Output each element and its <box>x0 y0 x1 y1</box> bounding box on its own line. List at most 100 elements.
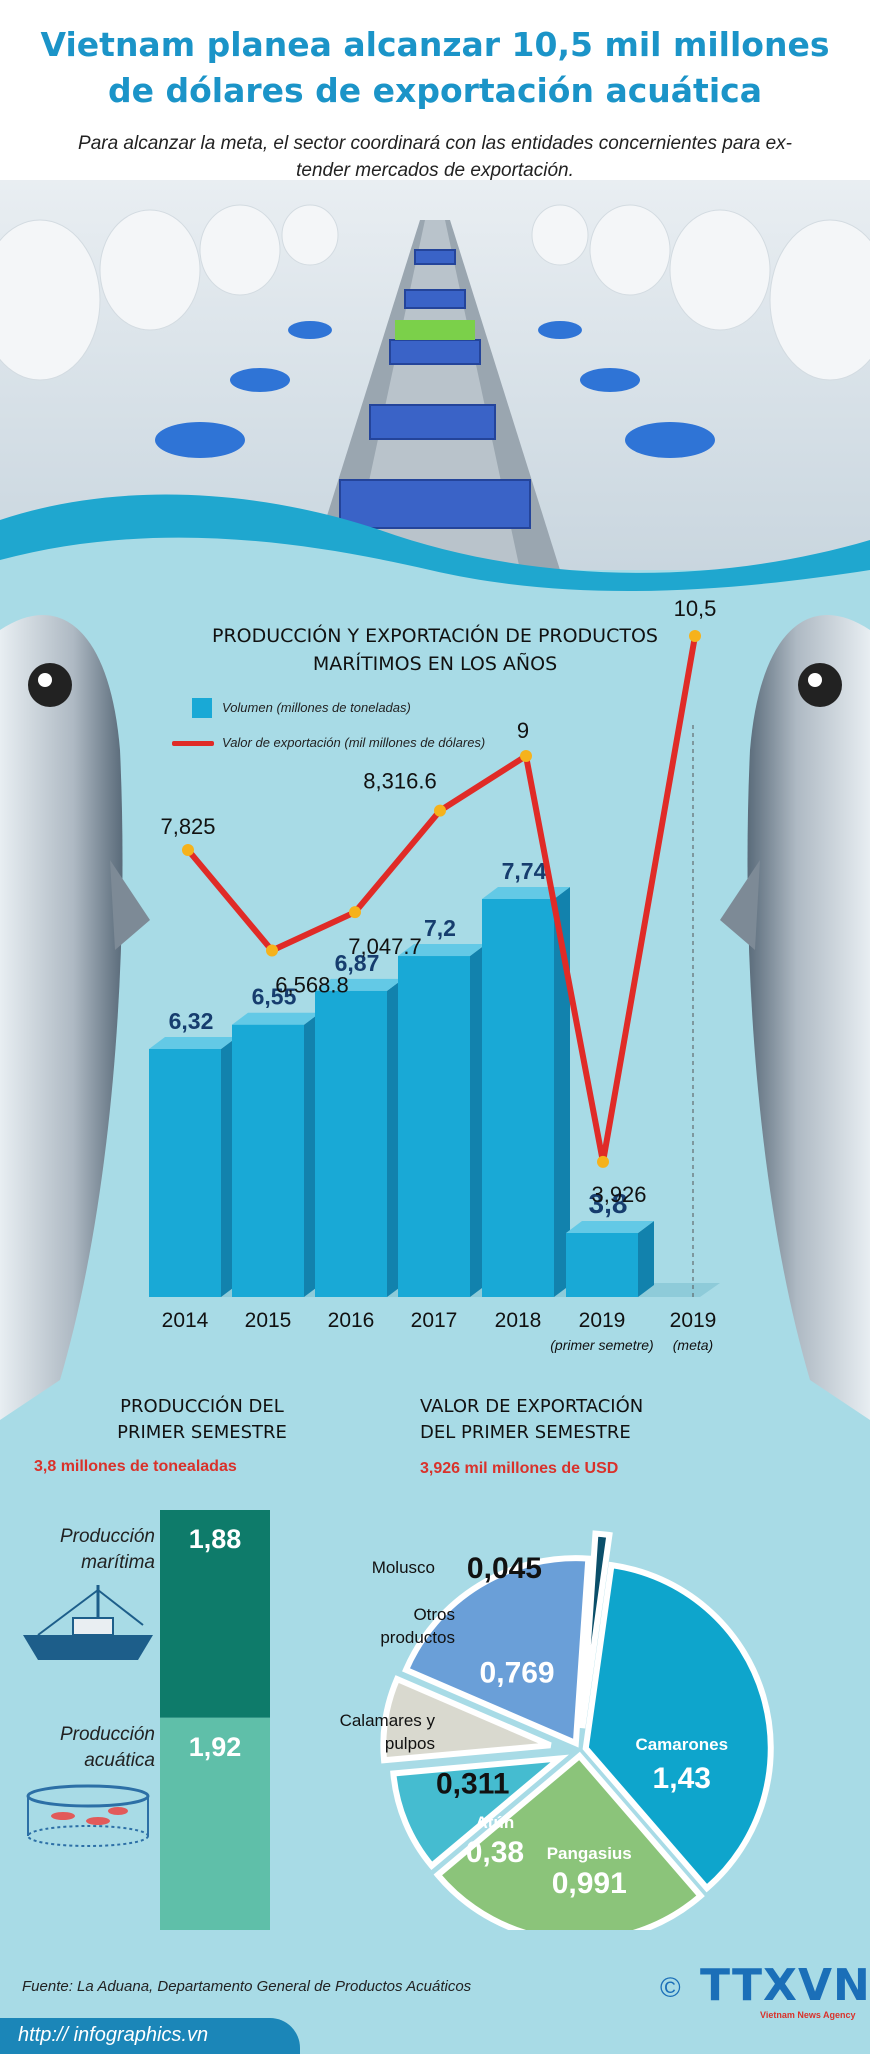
export-value-label: 3,926 <box>591 1182 646 1207</box>
bar-2018 <box>482 899 554 1297</box>
pie-category-pangasius: Pangasius <box>547 1844 632 1863</box>
bar-2019 <box>566 1233 638 1297</box>
pie-category-calamares-1: Calamares y <box>340 1711 436 1730</box>
bar-top <box>149 1037 237 1049</box>
copyright-icon: © <box>660 1972 681 2003</box>
title-line-1: Vietnam planea alcanzar 10,5 mil millone… <box>40 25 830 64</box>
stack-value-label: 1,92 <box>189 1732 242 1762</box>
pie-category-camarones: Camarones <box>635 1735 728 1754</box>
header-panel <box>0 0 870 180</box>
bar-value-label: 6,55 <box>252 984 297 1010</box>
x-tick-label: 2018 <box>495 1309 542 1332</box>
pie-slice-3 <box>380 1675 552 1764</box>
pie-slice-0 <box>582 1561 774 1893</box>
production-label-maritime-line-2: marítima <box>81 1552 155 1573</box>
bar-value-label: 7,2 <box>424 915 456 941</box>
export-value-point <box>520 750 532 762</box>
export-value-label: 10,5 <box>674 596 717 621</box>
main-chart-title-line-2: MARÍTIMOS EN LOS AÑOS <box>312 653 558 675</box>
pie-category-otros-2: productos <box>380 1628 455 1647</box>
production-total: 3,8 millones de tonealadas <box>34 1458 237 1475</box>
production-label-maritime: Producción marítima <box>20 1524 155 1576</box>
production-title-line-2: PRIMER SEMESTRE <box>117 1422 287 1443</box>
footer-bar <box>0 2018 300 2054</box>
pie-category-calamares-2: pulpos <box>385 1734 435 1753</box>
export-value-point <box>689 630 701 642</box>
wave-divider <box>0 494 870 610</box>
bar-2017 <box>398 956 470 1297</box>
export-value-label: 7,825 <box>160 814 215 839</box>
pie-slice-5 <box>579 1530 613 1729</box>
page-subtitle: Para alcanzar la meta, el sector coordin… <box>30 130 840 184</box>
export-value-label: 9 <box>517 718 529 743</box>
x-tick-label: 2016 <box>328 1309 375 1332</box>
stack-value-label: 1,88 <box>189 1524 242 1554</box>
bar-2016 <box>315 990 387 1297</box>
export-value-label: 8,316.6 <box>363 769 436 794</box>
bar-top <box>566 1221 654 1233</box>
title-line-2: de dólares de exportación acuática <box>108 71 762 110</box>
bar-top <box>232 1012 320 1025</box>
export-value-point <box>266 944 278 957</box>
ttxvn-logo: TTXVN <box>700 1960 870 2011</box>
production-label-maritime-line-1: Producción <box>59 1526 155 1547</box>
bar-value-label: 3,8 <box>589 1188 628 1219</box>
bar-top <box>398 944 486 957</box>
fish-right-illustration <box>720 615 870 1420</box>
pie-slice-4 <box>402 1555 592 1748</box>
stack-segment-0 <box>160 1510 270 1718</box>
production-label-aquaculture-line-2: acuática <box>84 1750 155 1771</box>
export-value-point <box>349 906 361 919</box>
main-chart-title: PRODUCCIÓN Y EXPORTACIÓN DE PRODUCTOS MA… <box>150 622 720 678</box>
stack-segment-1 <box>160 1717 270 1930</box>
bar-2015 <box>232 1024 304 1297</box>
legend-bar-swatch <box>192 698 212 718</box>
x-tick-label: 2019 <box>579 1309 626 1332</box>
bar-side <box>638 1221 654 1297</box>
export-value-point <box>182 844 194 856</box>
bar-top <box>482 887 570 899</box>
x-tick-note: (meta) <box>673 1337 713 1353</box>
footer-url-link[interactable]: http:// infographics.vn <box>18 2024 209 2046</box>
pie-category-otros-1: Otros <box>413 1605 455 1624</box>
pie-slice-1 <box>433 1751 705 1930</box>
export-value-label: 6,568.8 <box>275 972 348 997</box>
x-tick-label: 2019 <box>670 1309 717 1332</box>
bar-2014 <box>149 1049 221 1297</box>
export-title-line-2: DEL PRIMER SEMESTRE <box>420 1422 631 1443</box>
export-total: 3,926 mil millones de USD <box>420 1460 619 1477</box>
bar-value-label: 6,87 <box>335 950 380 976</box>
legend-bar-label: Volumen (millones de toneladas) <box>222 700 411 715</box>
export-title: VALOR DE EXPORTACIÓN DEL PRIMER SEMESTRE <box>420 1394 643 1446</box>
production-title: PRODUCCIÓN DEL PRIMER SEMESTRE <box>92 1394 312 1446</box>
export-pie-chart: 1,43 0,991 0,38 0,311 0,769 Camarones Pangasiu… <box>340 1530 774 1930</box>
x-tick-note: (primer semetre) <box>550 1337 653 1353</box>
page-title: Vietnam planea alcanzar 10,5 mil millone… <box>0 22 870 114</box>
production-stacked-bar: 1,88 1,92 <box>160 1510 270 1930</box>
export-value-label: 7,047.7 <box>348 934 421 959</box>
pie-value-label: 1,43 <box>653 1762 711 1795</box>
export-value-point <box>434 804 446 817</box>
pie-category-atun: Atún <box>476 1813 515 1832</box>
fish-cage-icon <box>26 1784 150 1847</box>
fish-left-illustration <box>0 615 150 1420</box>
subtitle-line-2: tender mercados de exportación. <box>296 160 574 181</box>
x-tick-label: 2014 <box>162 1309 209 1332</box>
production-label-aquaculture-line-1: Producción <box>59 1724 155 1745</box>
bar-side <box>554 887 570 1297</box>
x-tick-label: 2015 <box>245 1309 292 1332</box>
legend-line-label: Valor de exportación (mil millones de dó… <box>222 735 486 750</box>
fishing-boat-icon <box>23 1585 153 1660</box>
source-note: Fuente: La Aduana, Departamento General … <box>22 1978 472 1995</box>
pie-category-molusco: Molusco <box>372 1558 435 1577</box>
pie-slice-2 <box>390 1754 569 1871</box>
pie-value-label: 0,991 <box>552 1867 627 1900</box>
bar-value-label: 6,32 <box>169 1008 214 1034</box>
main-chart-title-line-1: PRODUCCIÓN Y EXPORTACIÓN DE PRODUCTOS <box>212 625 658 647</box>
ttxvn-logo-subtitle: Vietnam News Agency <box>760 2010 856 2020</box>
production-title-line-1: PRODUCCIÓN DEL <box>120 1396 284 1417</box>
pie-value-label: 0,38 <box>466 1836 524 1869</box>
export-value-point <box>597 1155 609 1168</box>
main-chart: 6,32 6,55 6,87 7,2 7,74 3,8 2014 2015 2016 2017 20… <box>149 596 720 1353</box>
export-title-line-1: VALOR DE EXPORTACIÓN <box>420 1396 644 1417</box>
